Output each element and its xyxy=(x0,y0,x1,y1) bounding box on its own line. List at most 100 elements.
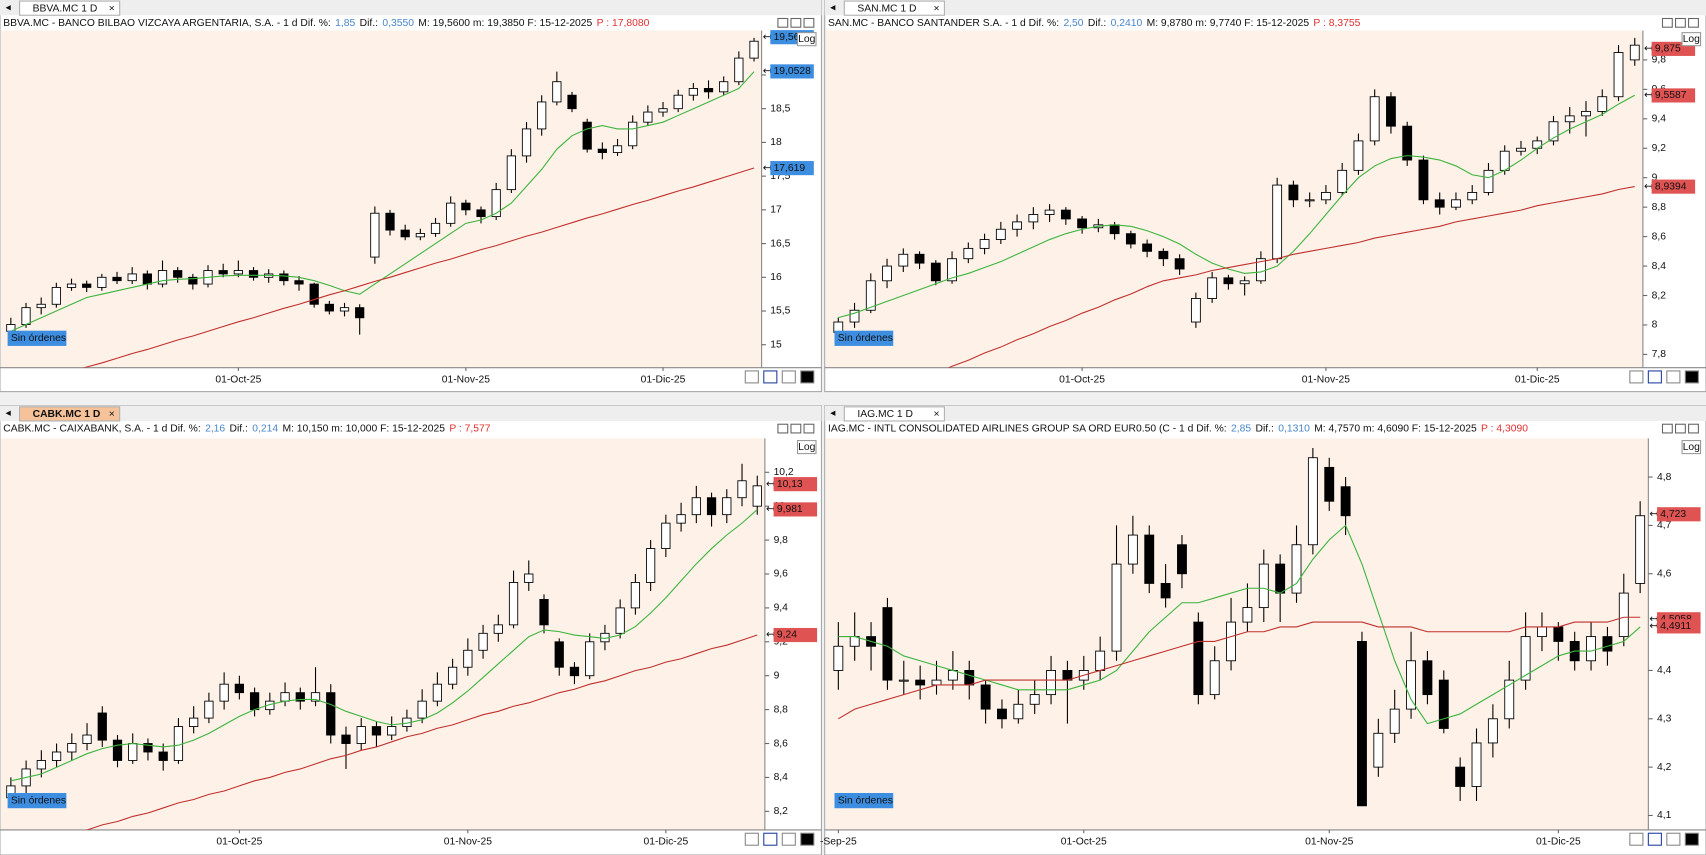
log-button-label[interactable]: Log xyxy=(1683,442,1700,453)
candle-body xyxy=(248,270,259,278)
header-part: Dif.: xyxy=(230,423,248,434)
header-part: 0,214 xyxy=(252,423,278,434)
log-button-label[interactable]: Log xyxy=(1683,34,1700,45)
tab-arrow: ◂ xyxy=(830,2,835,13)
header-part: 2,50 xyxy=(1063,18,1083,29)
price-flag-label: 17,619 xyxy=(774,163,806,174)
log-button-label[interactable]: Log xyxy=(798,442,815,453)
candle-body xyxy=(491,189,501,218)
candle-body xyxy=(673,94,683,110)
y-tick-label: 8,2 xyxy=(774,806,789,817)
tool-button[interactable] xyxy=(1647,832,1662,846)
candle-body xyxy=(356,726,366,744)
window-button[interactable] xyxy=(1661,17,1673,28)
candle-body xyxy=(173,726,184,761)
price-flag xyxy=(773,502,818,517)
candle-body xyxy=(749,40,759,59)
candle-body xyxy=(1537,626,1547,638)
window-button[interactable] xyxy=(803,423,815,434)
window-button[interactable] xyxy=(1674,423,1686,434)
candle-body xyxy=(930,262,941,282)
candle-body xyxy=(1127,534,1138,565)
tool-button[interactable] xyxy=(1629,832,1644,846)
window-button[interactable] xyxy=(1688,17,1699,28)
header-part: Dif.: xyxy=(1088,18,1106,29)
candle-body xyxy=(67,743,77,753)
candle-body xyxy=(1340,486,1351,517)
log-button-label[interactable]: Log xyxy=(798,34,815,45)
tool-button[interactable] xyxy=(1684,370,1699,384)
header-part: 2,16 xyxy=(205,423,225,434)
header-part: 0,1310 xyxy=(1278,423,1310,434)
candle-body xyxy=(1389,708,1400,734)
candle-body xyxy=(1288,184,1299,201)
y-tick-label: 4,8 xyxy=(1657,472,1672,483)
tab-label[interactable]: CABK.MC 1 D xyxy=(33,409,101,420)
window-button[interactable] xyxy=(777,17,789,28)
price-flag-label: 9,5587 xyxy=(1655,90,1687,101)
tool-button[interactable] xyxy=(744,832,759,846)
tool-button[interactable] xyxy=(1666,370,1681,384)
y-tick-label: 4,3 xyxy=(1657,714,1672,725)
x-tick-label: 01-Dic-25 xyxy=(1515,374,1560,385)
tool-button[interactable] xyxy=(800,370,815,384)
candle-body xyxy=(1402,125,1413,161)
candle-body xyxy=(1190,298,1201,323)
window-button[interactable] xyxy=(790,423,802,434)
candle-body xyxy=(143,743,153,753)
tool-button[interactable] xyxy=(800,832,815,846)
candle-body xyxy=(51,286,61,305)
tool-button[interactable] xyxy=(1647,370,1662,384)
window-button[interactable] xyxy=(777,423,789,434)
candle-body xyxy=(1272,184,1283,260)
flag-arrow: ↤ xyxy=(763,163,772,174)
price-flag xyxy=(1657,507,1701,522)
tab-label[interactable]: BBVA.MC 1 D xyxy=(33,3,98,14)
tab-close[interactable]: × xyxy=(109,409,115,420)
candle-body xyxy=(691,497,701,516)
tool-button[interactable] xyxy=(781,832,796,846)
y-tick-label: 9,6 xyxy=(774,569,789,580)
window-button[interactable] xyxy=(790,17,802,28)
tab-close[interactable]: × xyxy=(109,3,115,14)
tool-button[interactable] xyxy=(781,370,796,384)
tab[interactable] xyxy=(19,0,121,16)
tool-button[interactable] xyxy=(1684,832,1699,846)
log-button[interactable] xyxy=(1681,32,1702,47)
tab[interactable] xyxy=(843,406,945,422)
y-tick-label: 8,8 xyxy=(774,704,789,715)
y-tick-label: 17 xyxy=(770,205,782,216)
window-button[interactable] xyxy=(1674,17,1686,28)
tool-button[interactable] xyxy=(1666,832,1681,846)
window-button[interactable] xyxy=(803,17,815,28)
tab[interactable] xyxy=(19,406,121,422)
candle-body xyxy=(706,497,717,516)
tab-label[interactable]: IAG.MC 1 D xyxy=(857,409,913,420)
candle-body xyxy=(1613,52,1624,98)
tab[interactable] xyxy=(843,0,945,16)
candle-body xyxy=(1324,466,1335,502)
tool-button[interactable] xyxy=(744,370,759,384)
candle-body xyxy=(1223,277,1234,285)
tab-label[interactable]: SAN.MC 1 D xyxy=(857,3,916,14)
y-tick-label: 10,2 xyxy=(774,467,794,478)
candle-body xyxy=(188,276,198,285)
log-button[interactable] xyxy=(1681,440,1702,455)
tool-button[interactable] xyxy=(763,370,778,384)
y-tick-label: 4,7 xyxy=(1657,520,1672,531)
tab-close[interactable]: × xyxy=(934,409,940,420)
y-tick-label: 7,8 xyxy=(1652,349,1667,360)
log-button[interactable] xyxy=(796,440,817,455)
window-button[interactable] xyxy=(1688,423,1699,434)
tool-button[interactable] xyxy=(763,832,778,846)
price-flag-label: 9,24 xyxy=(777,630,797,641)
candle-body xyxy=(97,712,107,741)
candle-body xyxy=(1629,44,1640,61)
window-button[interactable] xyxy=(1661,423,1673,434)
candle-body xyxy=(1369,96,1380,142)
candle-body xyxy=(1275,563,1286,594)
price-flag-label: 10,13 xyxy=(777,479,803,490)
log-button[interactable] xyxy=(796,32,817,47)
tab-close[interactable]: × xyxy=(934,3,940,14)
tool-button[interactable] xyxy=(1629,370,1644,384)
